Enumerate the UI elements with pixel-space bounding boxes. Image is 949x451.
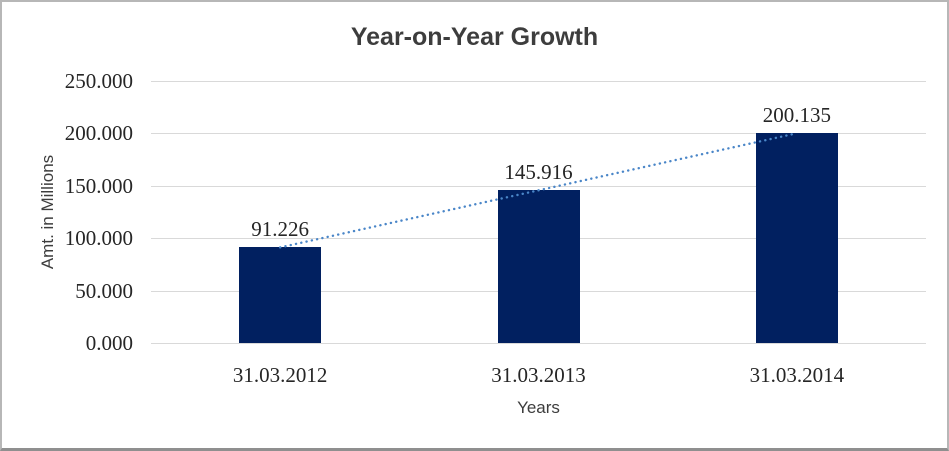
gridline	[151, 81, 926, 82]
bar	[239, 247, 322, 343]
x-tick-label: 31.03.2013	[491, 363, 586, 387]
y-tick-label: 200.000	[64, 121, 133, 146]
y-tick-label: 100.000	[64, 226, 133, 251]
bar-value-label: 200.135	[762, 103, 831, 128]
y-axis-title: Amt. in Millions	[38, 154, 57, 270]
y-tick-label: 50.000	[75, 278, 133, 303]
chart-title: Year-on-Year Growth	[350, 23, 599, 51]
y-tick-label: 150.000	[64, 173, 133, 198]
y-tick-label: 0.000	[85, 331, 133, 355]
bar	[497, 190, 580, 343]
bar-value-label: 145.916	[504, 160, 573, 185]
x-tick-label: 31.03.2014	[749, 363, 845, 387]
bar-value-label: 91.226	[251, 217, 310, 242]
y-tick-label: 250.000	[64, 69, 133, 93]
gridline	[151, 343, 926, 344]
x-tick-label: 31.03.2012	[232, 363, 328, 387]
x-axis-title: Years	[517, 398, 560, 417]
bar	[755, 133, 838, 343]
